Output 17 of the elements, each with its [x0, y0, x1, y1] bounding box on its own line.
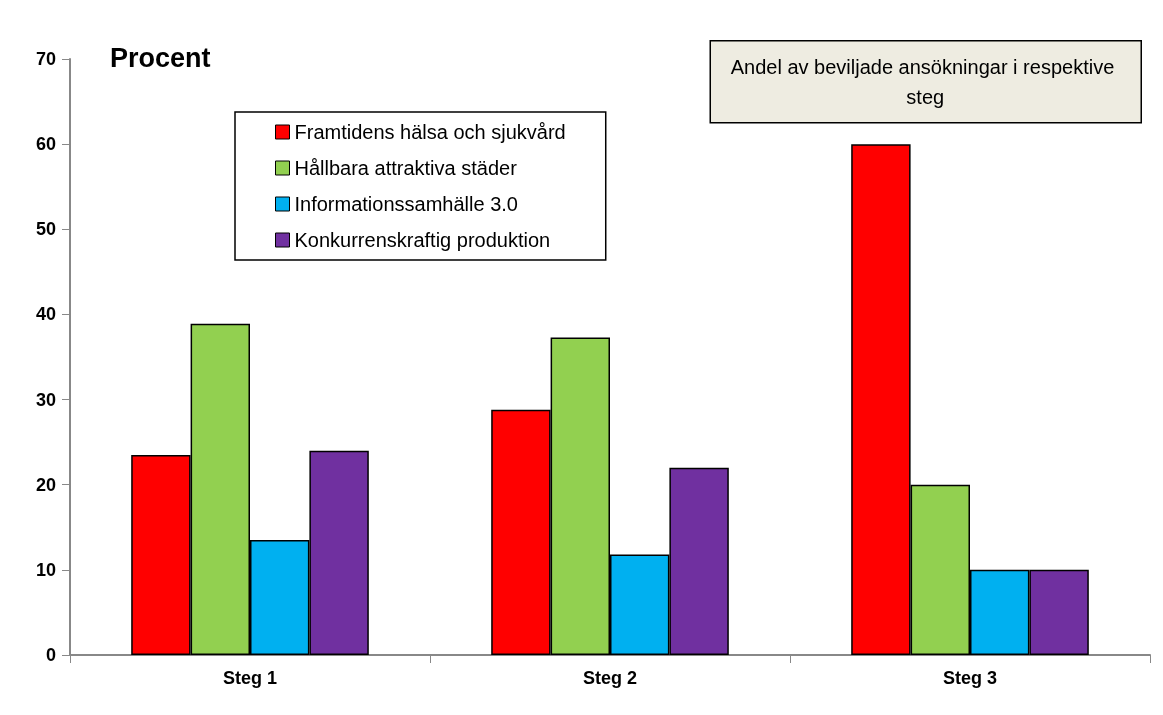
y-tick-label: 20: [35, 474, 56, 495]
y-tick-label: 0: [45, 645, 56, 665]
y-tick-label: 70: [35, 49, 56, 69]
legend-label: Informationssamhälle 3.0: [294, 193, 518, 215]
legend-label: Konkurrenskraftig produktion: [294, 229, 551, 251]
x-tick-label: Steg 3: [942, 668, 998, 688]
y-tick-label: 60: [35, 134, 56, 155]
y-axis-title: Procent: [110, 42, 211, 73]
legend-label: Hållbara attraktiva städer: [294, 157, 518, 179]
y-tick-label: 30: [35, 389, 56, 410]
legend-label: Framtidens hälsa och sjukvård: [294, 121, 566, 143]
y-tick-label: 10: [35, 559, 56, 580]
x-tick-label: Steg 1: [222, 668, 278, 688]
y-tick-label: 40: [35, 304, 56, 325]
x-tick-label: Steg 2: [582, 668, 638, 688]
y-tick-label: 50: [35, 219, 56, 240]
annotation: Andel av beviljade ansökningar i respektive steg: [730, 55, 1120, 108]
